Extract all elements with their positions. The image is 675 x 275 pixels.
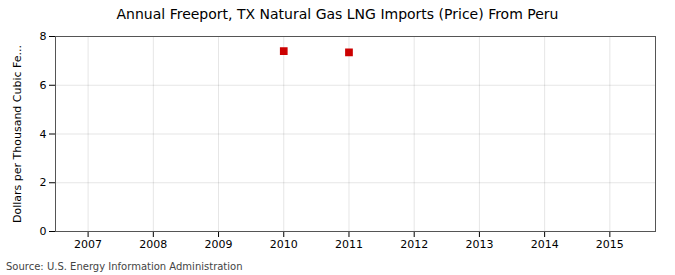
svg-text:4: 4 xyxy=(40,128,47,141)
html-text:Annual Freeport, TX Natural Ga: Annual Freeport, TX Natural Gas LNG Impo… xyxy=(116,6,559,22)
svg-text:6: 6 xyxy=(40,79,47,92)
html-text:Source: U.S. Energy Informatio: Source: U.S. Energy Information Administ… xyxy=(6,261,243,272)
svg-text:2012: 2012 xyxy=(400,238,428,251)
svg-text:2009: 2009 xyxy=(205,238,233,251)
svg-text:2007: 2007 xyxy=(74,238,102,251)
svg-text:0: 0 xyxy=(40,225,47,238)
svg-text:2010: 2010 xyxy=(270,238,298,251)
svg-text:2008: 2008 xyxy=(139,238,167,251)
svg-text:8: 8 xyxy=(40,30,47,43)
svg-text:2015: 2015 xyxy=(596,238,624,251)
svg-text:Dollars per Thousand Cubic Fe.: Dollars per Thousand Cubic Fe... xyxy=(11,45,24,223)
svg-text:2011: 2011 xyxy=(335,238,363,251)
svg-text:2013: 2013 xyxy=(465,238,493,251)
svg-text:2: 2 xyxy=(40,176,47,189)
svg-text:2014: 2014 xyxy=(531,238,559,251)
